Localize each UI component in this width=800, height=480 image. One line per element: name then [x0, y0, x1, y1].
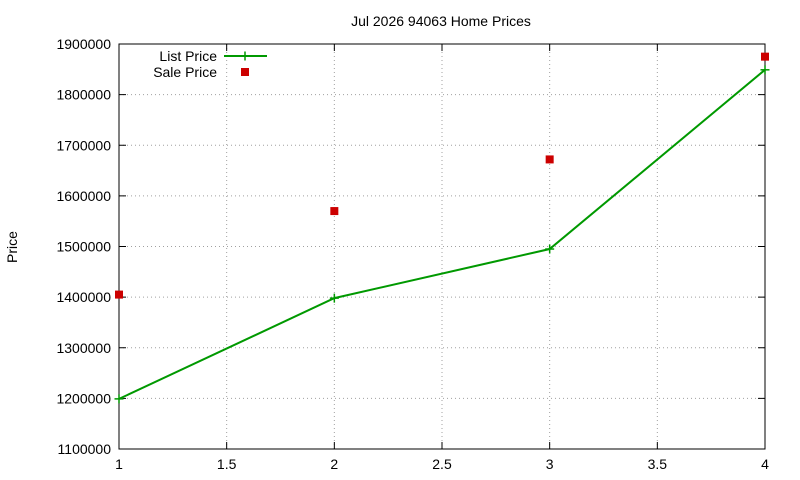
x-tick-label: 4 [761, 456, 769, 472]
y-tick-label: 1300000 [56, 340, 111, 356]
data-point-list-price [545, 244, 555, 254]
legend-marker-sale-price [241, 68, 249, 76]
chart-title: Jul 2026 94063 Home Prices [351, 13, 531, 29]
data-point-sale-price [545, 155, 554, 164]
y-tick-label: 1600000 [56, 188, 111, 204]
plot-frame [118, 43, 766, 450]
data-point-list-price [114, 394, 124, 404]
y-tick-label: 1200000 [56, 390, 111, 406]
data-point-list-price [329, 293, 339, 303]
x-tick-label: 2.5 [432, 456, 452, 472]
x-tick-label: 1.5 [217, 456, 237, 472]
data-point-sale-price [761, 52, 769, 61]
legend-label-sale-price: Sale Price [153, 64, 217, 80]
axes-layer: 1100000 1200000 1300000 1400000 1500000 16000… [56, 36, 769, 472]
legend-marker-list-price [240, 51, 250, 61]
y-tick-label: 1100000 [58, 441, 112, 457]
x-tick-label: 3.5 [648, 456, 668, 472]
x-tick-label: 1 [115, 456, 123, 472]
data-point-list-price [760, 65, 770, 75]
y-axis-label: Price [4, 231, 20, 263]
data-point-sale-price [115, 290, 123, 299]
data-point-sale-price [330, 207, 339, 216]
series-line-list-price [118, 69, 766, 400]
y-tick-label: 1900000 [56, 36, 111, 52]
y-tick-label: 1700000 [56, 137, 111, 153]
x-tick-label: 2 [330, 456, 338, 472]
y-tick-label: 1800000 [56, 87, 111, 103]
y-tick-label: 1500000 [56, 239, 111, 255]
series-layer [114, 52, 770, 404]
legend-label-list-price: List Price [159, 48, 217, 64]
y-tick-label: 1400000 [56, 289, 111, 305]
x-tick-label: 3 [546, 456, 554, 472]
